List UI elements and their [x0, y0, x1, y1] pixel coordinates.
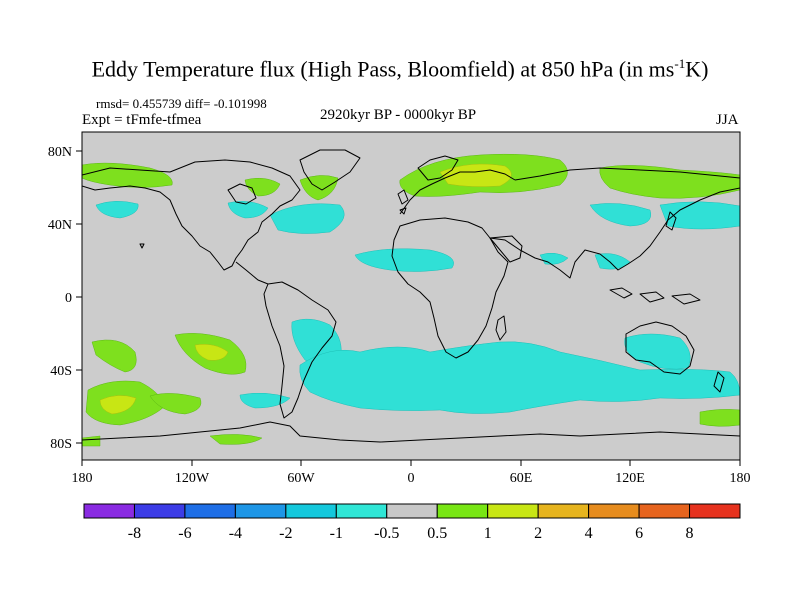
- y-tick-label: 40N: [48, 218, 72, 233]
- colorbar-box: [436, 503, 489, 519]
- x-tick-label: 180: [730, 471, 751, 486]
- colorbar-box: [537, 503, 590, 519]
- season-label: JJA: [716, 112, 739, 128]
- colorbar-box: [335, 503, 388, 519]
- colorbar-label: 2: [534, 525, 542, 542]
- colorbar-label: -8: [128, 525, 141, 542]
- y-tick-label: 40S: [50, 364, 72, 379]
- colorbar-label: -0.5: [374, 525, 399, 542]
- period-label: 2920kyr BP - 0000kyr BP: [320, 107, 477, 123]
- colorbar-label: -1: [330, 525, 343, 542]
- colorbar-label: -6: [178, 525, 191, 542]
- colorbar-label: -4: [229, 525, 242, 542]
- y-tick-label: 0: [65, 291, 72, 306]
- colorbar-box: [487, 503, 539, 519]
- colorbar-label: -2: [279, 525, 292, 542]
- x-tick-label: 120W: [175, 471, 210, 486]
- colorbar-box: [133, 503, 186, 519]
- y-tick-label: 80S: [50, 437, 72, 452]
- colorbar-label: 8: [686, 525, 694, 542]
- colorbar-box: [285, 503, 337, 519]
- x-tick-label: 60E: [510, 471, 533, 486]
- colorbar-box: [588, 503, 640, 519]
- colorbar-box: [83, 503, 135, 519]
- colorbar-box: [184, 503, 236, 519]
- x-tick-label: 180: [72, 471, 93, 486]
- colorbar-labels: -8 -6 -4 -2 -1 -0.5 0.5 1 2 4 6 8: [128, 525, 694, 542]
- y-tick-label: 80N: [48, 145, 72, 160]
- colorbar-box: [638, 503, 691, 519]
- x-tick-label: 120E: [615, 471, 645, 486]
- strong-positive-regions: [99, 163, 512, 415]
- negative-anomaly-regions: [95, 201, 740, 414]
- colorbar-box: [386, 503, 438, 519]
- colorbar-boxes: [83, 503, 741, 519]
- plot-title: Eddy Temperature flux (High Pass, Bloomf…: [91, 56, 709, 82]
- x-axis: [81, 460, 741, 466]
- colorbar-label: 1: [484, 525, 492, 542]
- rmsd-diff-stats: rmsd= 0.455739 diff= -0.101998: [96, 96, 267, 111]
- colorbar-label: 0.5: [427, 525, 447, 542]
- colorbar-label: 6: [635, 525, 643, 542]
- coastlines: [82, 149, 740, 443]
- colorbar-box: [689, 503, 741, 519]
- x-tick-label: 60W: [287, 471, 315, 486]
- y-axis: [76, 150, 82, 444]
- experiment-label: Expt = tFmfe-tfmea: [82, 112, 202, 128]
- x-tick-label: 0: [408, 471, 415, 486]
- colorbar-box: [234, 503, 287, 519]
- colorbar-label: 4: [585, 525, 593, 542]
